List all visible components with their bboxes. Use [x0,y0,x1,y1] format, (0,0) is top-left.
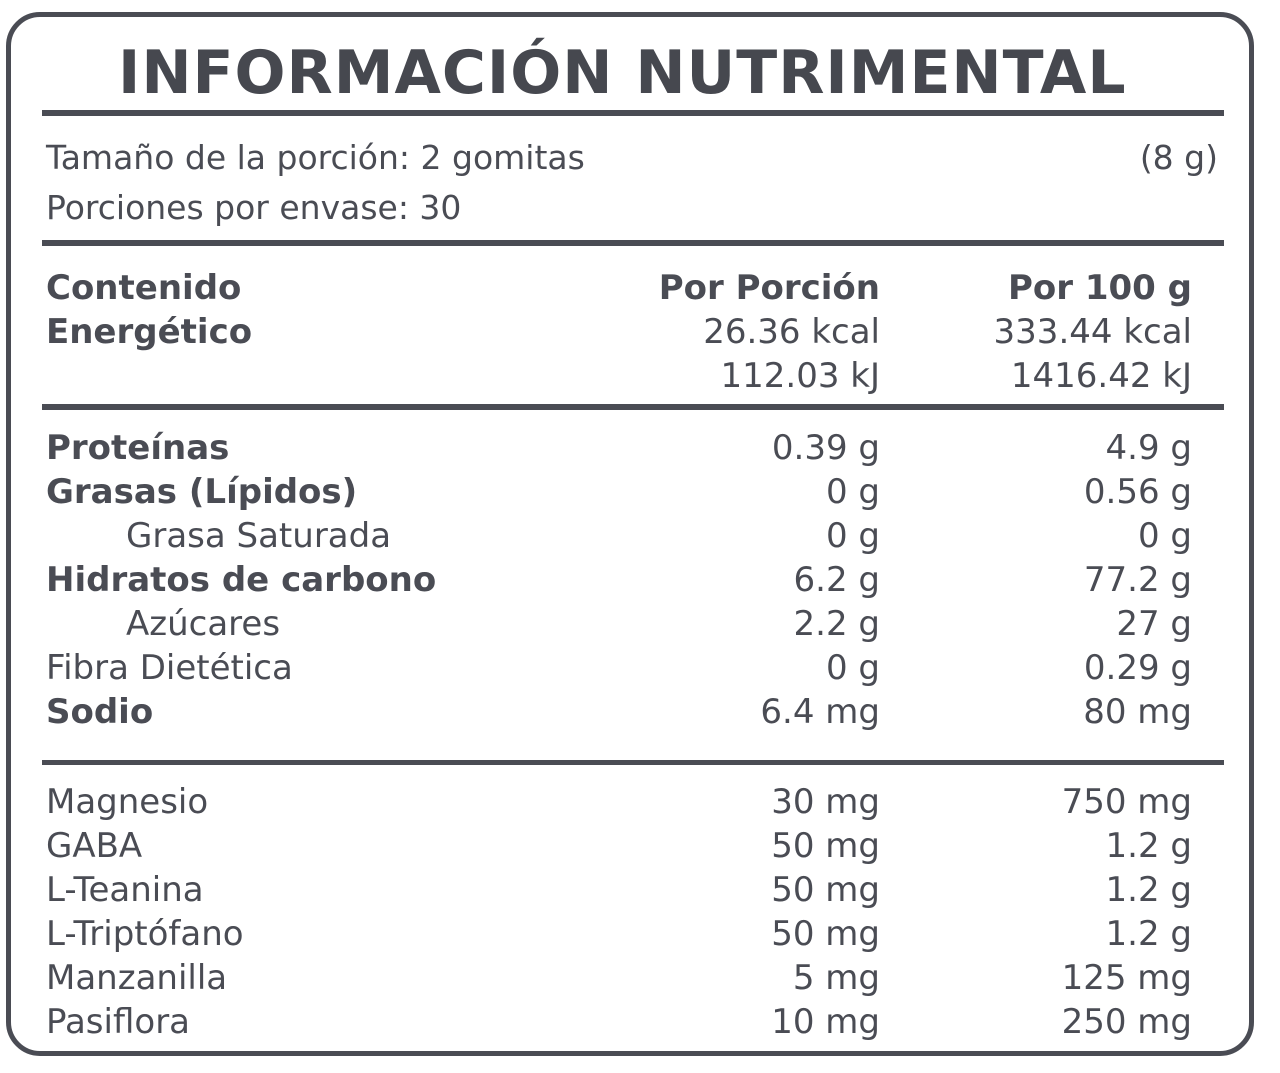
active-per-serving: 50 mg [771,914,880,954]
nutrient-name: Grasa Saturada [126,516,392,556]
nutrient-per-serving: 6.2 g [793,560,880,600]
serving-grams: (8 g) [1139,138,1218,177]
nutrient-name: Azúcares [126,604,281,644]
nutrient-per-100g: 0 g [1137,516,1192,556]
nutrient-per-100g: 0.56 g [1083,472,1192,512]
energy-label-line2: Energético [46,312,253,352]
col-header-per-serving: Por Porción [658,268,880,308]
servings-per-container: Porciones por envase: 30 [46,188,462,227]
title-divider [42,110,1224,116]
active-name: Magnesio [46,782,209,822]
energy-kcal-per-100g: 333.44 kcal [993,312,1192,352]
nutrient-row-fibra: Fibra Dietética 0 g 0.29 g [46,646,1196,690]
nutrient-row-hidratos: Hidratos de carbono 6.2 g 77.2 g [46,558,1196,602]
nutrient-per-serving: 0 g [825,648,880,688]
nutrient-per-serving: 2.2 g [793,604,880,644]
energy-kj-per-100g: 1416.42 kJ [1010,356,1192,396]
active-name: GABA [46,826,143,866]
serving-size: Tamaño de la porción: 2 gomitas [46,138,585,177]
active-name: Pasiflora [46,1002,191,1042]
nutrient-per-100g: 0.29 g [1083,648,1192,688]
active-row-magnesio: Magnesio 30 mg 750 mg [46,780,1196,824]
nutrition-label-frame [6,12,1254,1056]
nutrient-name: Hidratos de carbono [46,560,437,600]
col-header-per-100g: Por 100 g [1007,268,1192,308]
energy-divider [42,404,1224,410]
active-per-serving: 50 mg [771,870,880,910]
nutrient-per-serving: 0.39 g [771,428,880,468]
nutrient-row-azucares: Azúcares 2.2 g 27 g [46,602,1196,646]
active-per-100g: 125 mg [1061,958,1192,998]
active-per-serving: 30 mg [771,782,880,822]
active-per-100g: 1.2 g [1105,870,1192,910]
active-row-manzanilla: Manzanilla 5 mg 125 mg [46,956,1196,1000]
active-per-100g: 1.2 g [1105,914,1192,954]
nutrient-per-100g: 80 mg [1083,692,1192,732]
active-row-gaba: GABA 50 mg 1.2 g [46,824,1196,868]
nutrient-name: Sodio [46,692,154,732]
nutrient-per-100g: 77.2 g [1083,560,1192,600]
active-name: L-Triptófano [46,914,244,954]
nutrient-per-serving: 0 g [825,516,880,556]
nutrient-name: Fibra Dietética [46,648,293,688]
energy-label-line1: Contenido [46,268,242,308]
nutrient-name: Proteínas [46,428,230,468]
energy-kcal-per-serving: 26.36 kcal [703,312,880,352]
active-per-100g: 250 mg [1061,1002,1192,1042]
active-per-serving: 10 mg [771,1002,880,1042]
serving-divider [42,240,1224,246]
active-per-serving: 50 mg [771,826,880,866]
nutrient-per-serving: 6.4 mg [760,692,880,732]
nutrient-per-serving: 0 g [825,472,880,512]
nutrient-row-proteinas: Proteínas 0.39 g 4.9 g [46,426,1196,470]
nutrient-row-grasas: Grasas (Lípidos) 0 g 0.56 g [46,470,1196,514]
nutrient-per-100g: 27 g [1116,604,1192,644]
label-title: INFORMACIÓN NUTRIMENTAL [118,38,1127,108]
active-per-100g: 750 mg [1061,782,1192,822]
nutrient-row-grasa-saturada: Grasa Saturada 0 g 0 g [46,514,1196,558]
active-name: Manzanilla [46,958,228,998]
nutrient-row-sodio: Sodio 6.4 mg 80 mg [46,690,1196,734]
energy-kj-per-serving: 112.03 kJ [720,356,881,396]
active-row-pasiflora: Pasiflora 10 mg 250 mg [46,1000,1196,1044]
active-name: L-Teanina [46,870,204,910]
active-row-l-triptofano: L-Triptófano 50 mg 1.2 g [46,912,1196,956]
nutrient-per-100g: 4.9 g [1105,428,1192,468]
nutrients-divider [42,760,1224,765]
active-per-100g: 1.2 g [1105,826,1192,866]
active-row-l-teanina: L-Teanina 50 mg 1.2 g [46,868,1196,912]
active-per-serving: 5 mg [792,958,880,998]
nutrient-name: Grasas (Lípidos) [46,472,358,512]
